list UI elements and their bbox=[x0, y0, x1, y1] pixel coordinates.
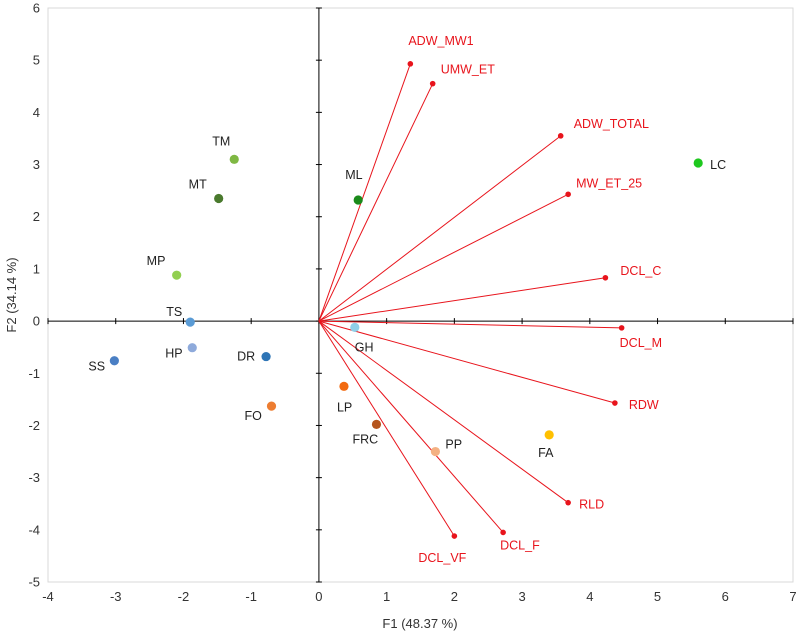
observation-point bbox=[430, 446, 440, 457]
y-tick-label: -5 bbox=[28, 575, 40, 590]
vector-line bbox=[318, 320, 622, 329]
observation-point bbox=[185, 317, 195, 327]
y-tick-label: -4 bbox=[28, 522, 40, 537]
vector-tip bbox=[451, 533, 458, 539]
vector-tip bbox=[565, 499, 571, 506]
vector-line bbox=[318, 320, 504, 533]
observation-label: FO bbox=[245, 409, 263, 423]
observation-label: ML bbox=[345, 168, 362, 182]
vector-label: ADW_TOTAL bbox=[574, 117, 649, 131]
y-axis-title: F2 (34.14 %) bbox=[4, 257, 19, 332]
x-tick-label: -2 bbox=[178, 589, 190, 604]
vector-line bbox=[318, 277, 606, 322]
y-tick-label: -3 bbox=[28, 470, 40, 485]
vector-label: DCL_M bbox=[620, 336, 662, 350]
vector-label: ADW_MW1 bbox=[408, 34, 473, 48]
y-tick-label: 6 bbox=[33, 1, 40, 16]
observation-label: TM bbox=[212, 134, 230, 148]
vector-line bbox=[318, 83, 434, 322]
y-tick-label: 4 bbox=[33, 105, 40, 120]
y-tick-label: -2 bbox=[28, 418, 40, 433]
vector-label: DCL_F bbox=[500, 538, 540, 552]
x-tick-label: 6 bbox=[722, 589, 729, 604]
y-tick-label: 3 bbox=[33, 157, 40, 172]
x-tick-label: 0 bbox=[315, 589, 322, 604]
observation-label: GH bbox=[355, 340, 374, 354]
observation-points: LC ML TM MT MP TS HP SS DR GH FO LP FRC PP FA bbox=[88, 134, 726, 460]
x-tick-label: 3 bbox=[518, 589, 525, 604]
x-tick-label: -3 bbox=[110, 589, 122, 604]
x-tick-label: 4 bbox=[586, 589, 593, 604]
x-tick-label: -4 bbox=[42, 589, 54, 604]
vector-label: DCL_VF bbox=[418, 551, 466, 565]
observation-label: HP bbox=[165, 347, 182, 361]
observation-label: FA bbox=[538, 446, 554, 460]
vector-tip bbox=[565, 191, 571, 198]
vector-label: MW_ET_25 bbox=[576, 176, 642, 190]
vector-label: DCL_C bbox=[620, 264, 661, 278]
y-tick-label: 0 bbox=[33, 314, 40, 329]
vector-line bbox=[318, 320, 569, 504]
y-tick-label: 1 bbox=[33, 261, 40, 276]
observation-point bbox=[229, 154, 239, 164]
observation-label: TS bbox=[166, 305, 182, 319]
observation-point bbox=[339, 381, 349, 391]
plot-area-border bbox=[47, 7, 794, 583]
observation-point bbox=[214, 193, 224, 204]
x-tick-label: 7 bbox=[789, 589, 796, 604]
vector-label: UMW_ET bbox=[441, 63, 496, 77]
observation-label: PP bbox=[445, 438, 462, 452]
observation-point bbox=[544, 430, 554, 440]
observation-point bbox=[172, 270, 182, 280]
observation-label: LC bbox=[710, 158, 726, 172]
observation-label: MP bbox=[147, 254, 166, 268]
vector-line bbox=[318, 320, 455, 537]
observation-label: MT bbox=[189, 177, 207, 191]
vector-line bbox=[318, 135, 561, 322]
vector-label: RDW bbox=[629, 398, 659, 412]
observation-label: LP bbox=[337, 400, 352, 414]
x-tick-label: 2 bbox=[451, 589, 458, 604]
observation-point bbox=[109, 356, 119, 366]
observation-label: SS bbox=[88, 360, 105, 374]
observation-point bbox=[693, 158, 703, 168]
x-tick-label: 1 bbox=[383, 589, 390, 604]
x-tick-label: -1 bbox=[245, 589, 257, 604]
vector-tip bbox=[602, 274, 609, 281]
vector-line bbox=[318, 63, 411, 322]
vector-tip bbox=[557, 133, 564, 139]
observation-point bbox=[353, 195, 363, 205]
observation-point bbox=[261, 351, 271, 362]
vector-tip bbox=[429, 80, 436, 87]
vector-tip bbox=[612, 400, 618, 406]
observation-point bbox=[266, 401, 277, 411]
vector-line bbox=[318, 320, 616, 404]
observation-label: DR bbox=[237, 350, 255, 364]
y-tick-label: 2 bbox=[33, 209, 40, 224]
vector-tip bbox=[618, 325, 625, 331]
x-axis-title: F1 (48.37 %) bbox=[382, 616, 457, 631]
vector-line bbox=[318, 193, 569, 322]
observation-point bbox=[371, 419, 382, 430]
y-tick-label: 5 bbox=[33, 53, 40, 68]
x-tick-label: 5 bbox=[654, 589, 661, 604]
vector-tip bbox=[407, 61, 414, 67]
observation-point bbox=[350, 322, 360, 332]
vector-tip bbox=[500, 529, 506, 536]
observation-point bbox=[187, 343, 197, 353]
variable-vectors: ADW_MW1 UMW_ET ADW_TOTAL MW_ET_25 DCL_C DCL_M… bbox=[318, 34, 662, 565]
observation-label: FRC bbox=[352, 432, 378, 446]
y-tick-label: -1 bbox=[28, 366, 40, 381]
vector-label: RLD bbox=[579, 498, 604, 512]
